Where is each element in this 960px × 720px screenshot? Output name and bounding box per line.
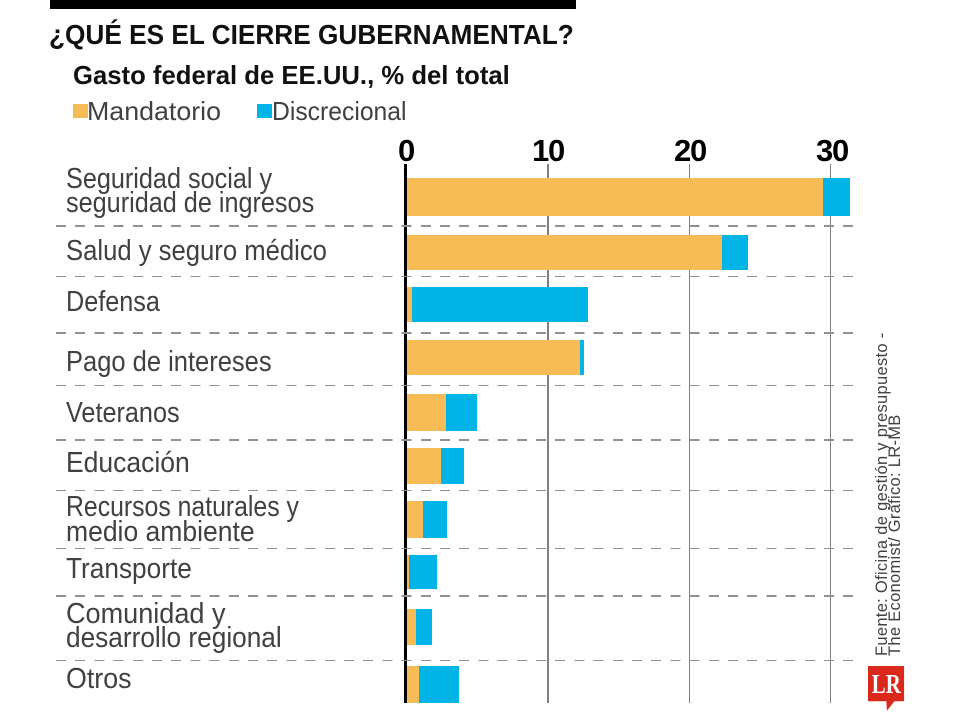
svg-text:LR: LR xyxy=(871,668,901,699)
